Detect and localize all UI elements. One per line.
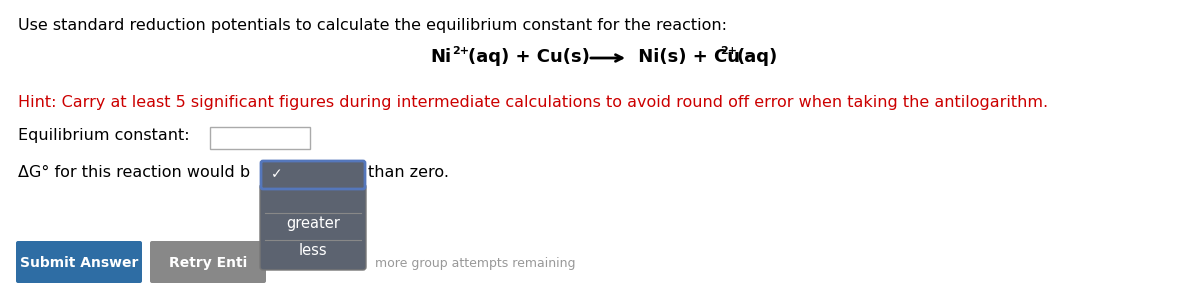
- Text: 2+: 2+: [720, 46, 737, 56]
- Text: more group attempts remaining: more group attempts remaining: [374, 256, 576, 270]
- FancyBboxPatch shape: [262, 161, 365, 189]
- Text: 2+: 2+: [452, 46, 469, 56]
- FancyBboxPatch shape: [260, 184, 366, 270]
- Text: than zero.: than zero.: [368, 165, 449, 180]
- Text: Retry Enti: Retry Enti: [169, 256, 247, 270]
- Bar: [210, 127, 310, 149]
- Text: ✓: ✓: [271, 167, 283, 181]
- Text: (aq) + Cu(s): (aq) + Cu(s): [468, 48, 590, 66]
- Text: Equilibrium constant:: Equilibrium constant:: [18, 128, 190, 143]
- Text: (aq): (aq): [736, 48, 778, 66]
- FancyBboxPatch shape: [150, 241, 266, 283]
- FancyBboxPatch shape: [16, 241, 142, 283]
- Text: Use standard reduction potentials to calculate the equilibrium constant for the : Use standard reduction potentials to cal…: [18, 18, 727, 33]
- Text: less: less: [299, 243, 328, 258]
- Text: Ni(s) + Cu: Ni(s) + Cu: [632, 48, 740, 66]
- Text: Ni: Ni: [430, 48, 451, 66]
- Text: Submit Answer: Submit Answer: [20, 256, 138, 270]
- Text: ΔG° for this reaction would b: ΔG° for this reaction would b: [18, 165, 250, 180]
- Text: greater: greater: [286, 216, 340, 231]
- Text: Hint: Carry at least 5 significant figures during intermediate calculations to a: Hint: Carry at least 5 significant figur…: [18, 95, 1048, 110]
